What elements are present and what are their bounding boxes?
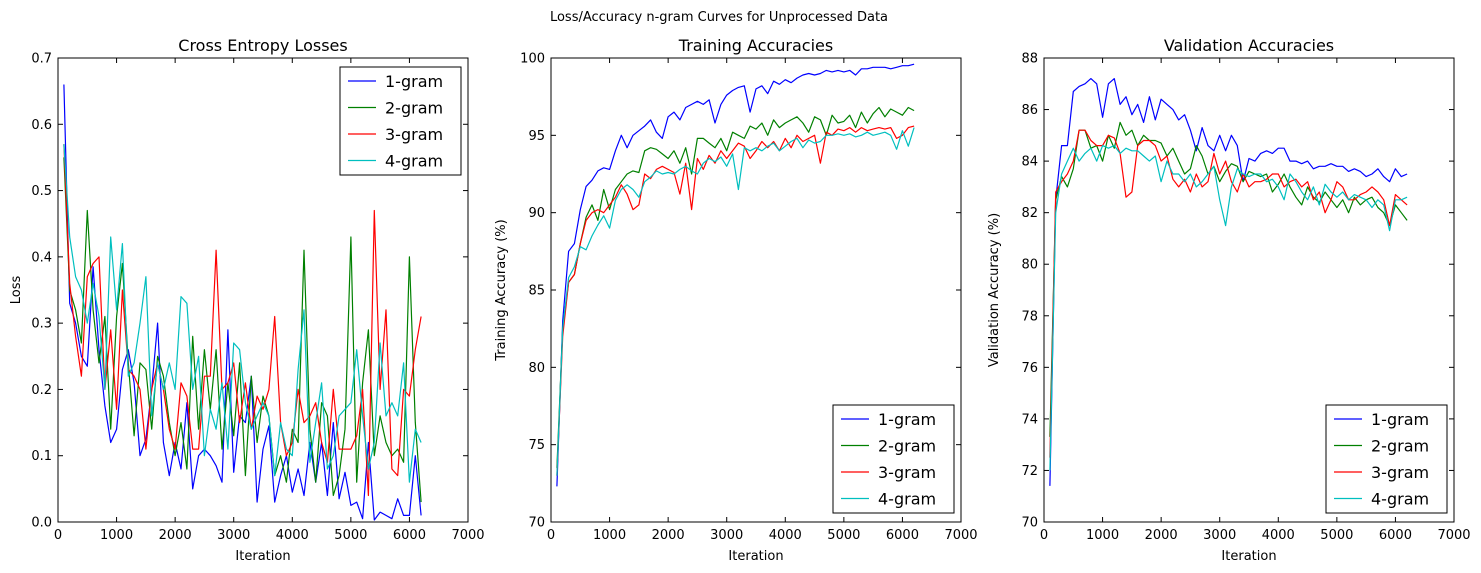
y-tick-label: 90 [528, 206, 545, 221]
x-tick-label: 7000 [451, 528, 484, 543]
y-tick-label: 100 [520, 52, 545, 67]
y-tick-label: 75 [528, 438, 545, 453]
series-line-4-gram [556, 127, 915, 476]
y-tick-label: 0.5 [31, 184, 52, 199]
legend-label: 3-gram [1371, 463, 1429, 482]
legend-label: 4-gram [878, 490, 936, 509]
y-tick-label: 78 [1021, 309, 1038, 324]
y-tick-label: 0.4 [31, 250, 52, 265]
y-tick-label: 0.1 [31, 449, 52, 464]
y-tick-label: 84 [1021, 155, 1038, 170]
figure-suptitle: Loss/Accuracy n-gram Curves for Unproces… [550, 10, 888, 25]
y-tick-label: 95 [528, 129, 545, 144]
axes-frame [57, 57, 469, 523]
legend: 1-gram 2-gram 3-gram 4-gram [339, 66, 462, 176]
legend-label: 1-gram [385, 72, 443, 91]
y-tick-label: 85 [528, 284, 545, 299]
legend-label: 2-gram [385, 99, 443, 118]
legend-box [339, 66, 462, 176]
legend-label: 2-gram [1371, 437, 1429, 456]
x-tick-label: 4000 [276, 528, 309, 543]
y-tick-label: 80 [1021, 258, 1038, 273]
chart-panel-2: 0 1000 2000 3000 4000 5000 6000 7000 70 75 80 85 90 9… [494, 36, 978, 564]
x-tick-label: 0 [547, 528, 555, 543]
x-tick-label: 7000 [1437, 528, 1470, 543]
y-tick-label: 76 [1021, 361, 1038, 376]
legend-label: 2-gram [878, 437, 936, 456]
x-tick-label: 6000 [393, 528, 426, 543]
y-tick-label: 0.2 [31, 383, 52, 398]
x-axis-label: Iteration [728, 549, 783, 564]
series-line-4-gram [63, 144, 422, 483]
legend-box [832, 404, 955, 514]
chart-title: Validation Accuracies [1164, 36, 1334, 55]
series-line-1-gram [1049, 77, 1408, 486]
series-line-3-gram [63, 144, 422, 497]
legend-label: 1-gram [878, 410, 936, 429]
x-tick-label: 3000 [217, 528, 250, 543]
series-line-3-gram [556, 125, 915, 476]
y-tick-label: 80 [528, 361, 545, 376]
chart-panel-3: 0 1000 2000 3000 4000 5000 6000 7000 70 72 74 76 78 8… [987, 36, 1471, 564]
chart-title: Training Accuracies [678, 36, 833, 55]
legend-label: 4-gram [1371, 490, 1429, 509]
x-tick-label: 7000 [944, 528, 977, 543]
x-tick-label: 3000 [1203, 528, 1236, 543]
series-line-4-gram [1049, 145, 1408, 471]
x-tick-label: 1000 [1086, 528, 1119, 543]
x-tick-label: 2000 [159, 528, 192, 543]
y-tick-label: 82 [1021, 206, 1038, 221]
x-axis-label: Iteration [1221, 549, 1276, 564]
legend: 1-gram 2-gram 3-gram 4-gram [1325, 404, 1448, 514]
chart-panel-1: 0 1000 2000 3000 4000 5000 6000 7000 0.0 0.1 0.2 0.… [9, 36, 485, 564]
y-tick-label: 0.3 [31, 317, 52, 332]
x-tick-label: 5000 [1320, 528, 1353, 543]
x-tick-label: 0 [54, 528, 62, 543]
legend-label: 3-gram [385, 125, 443, 144]
x-tick-label: 4000 [769, 528, 802, 543]
y-tick-label: 88 [1021, 52, 1038, 67]
x-tick-label: 1000 [100, 528, 133, 543]
y-axis-label: Loss [9, 276, 24, 305]
x-tick-label: 6000 [886, 528, 919, 543]
series-group [63, 84, 422, 521]
y-tick-label: 0.0 [31, 516, 52, 531]
x-tick-label: 5000 [827, 528, 860, 543]
legend-box [1325, 404, 1448, 514]
x-tick-label: 5000 [334, 528, 367, 543]
y-axis-label: Training Accuracy (%) [494, 219, 509, 361]
y-tick-label: 74 [1021, 412, 1038, 427]
series-group [556, 63, 915, 487]
y-axis-label: Validation Accuracy (%) [987, 213, 1002, 367]
series-line-2-gram [556, 106, 915, 468]
y-tick-label: 86 [1021, 103, 1038, 118]
y-tick-label: 0.6 [31, 118, 52, 133]
legend-label: 3-gram [878, 463, 936, 482]
series-group [1049, 77, 1408, 486]
x-tick-label: 6000 [1379, 528, 1412, 543]
x-tick-label: 1000 [593, 528, 626, 543]
y-tick-label: 70 [528, 516, 545, 531]
y-tick-label: 72 [1021, 464, 1038, 479]
x-tick-label: 2000 [1145, 528, 1178, 543]
chart-title: Cross Entropy Losses [178, 36, 347, 55]
series-line-2-gram [1049, 121, 1408, 437]
x-tick-label: 0 [1040, 528, 1048, 543]
axes-frame [1043, 57, 1455, 523]
legend-label: 4-gram [385, 152, 443, 171]
x-tick-label: 3000 [710, 528, 743, 543]
chart-panels: 0 1000 2000 3000 4000 5000 6000 70000.00.10.20.… [9, 36, 1471, 564]
x-tick-label: 2000 [652, 528, 685, 543]
x-tick-label: 4000 [1262, 528, 1295, 543]
y-tick-label: 0.7 [31, 52, 52, 67]
legend: 1-gram 2-gram 3-gram 4-gram [832, 404, 955, 514]
legend-label: 1-gram [1371, 410, 1429, 429]
y-tick-label: 70 [1021, 516, 1038, 531]
series-line-1-gram [556, 63, 915, 487]
x-axis-label: Iteration [235, 549, 290, 564]
